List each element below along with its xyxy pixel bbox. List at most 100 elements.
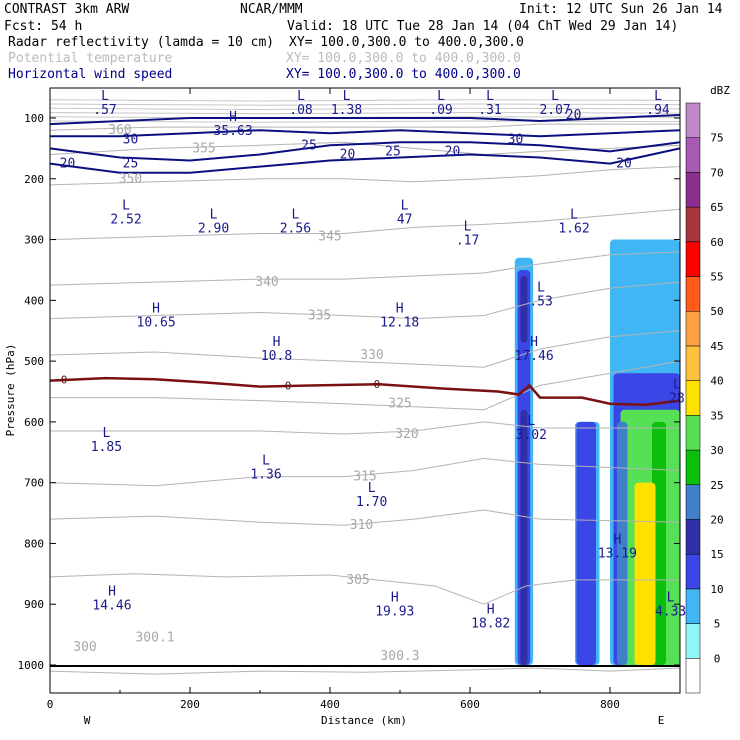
extremum-kind: L <box>437 89 445 104</box>
extremum-kind: H <box>613 533 621 548</box>
theta-contour-line <box>49 509 681 526</box>
extremum-label: L.08 <box>289 89 312 118</box>
extremum-value: 14.46 <box>92 598 131 613</box>
theta-contour-label: 335 <box>308 309 331 324</box>
extremum-kind: H <box>152 302 160 317</box>
x-tick-label: 400 <box>320 698 340 711</box>
extremum-label: L1.70 <box>356 481 387 510</box>
colorbar-level-label: 30 <box>710 444 723 457</box>
theta-contour-line <box>49 208 681 241</box>
extremum-label: L.17 <box>456 220 479 249</box>
header: CONTRAST 3km ARW NCAR/MMM Init: 12 UTC S… <box>4 2 723 82</box>
colorbar-level-label: 50 <box>710 305 723 318</box>
extremum-kind: H <box>229 110 237 125</box>
extremum-kind: L <box>537 280 545 295</box>
extremum-value: 4.33 <box>655 604 686 619</box>
extremum-value: .53 <box>529 294 552 309</box>
theta-contour-line <box>49 123 680 131</box>
extremum-value: 12.18 <box>380 316 419 331</box>
theta-contour-label: 345 <box>318 230 341 245</box>
theta-contour-label: 325 <box>388 397 411 412</box>
y-tick-label: 1000 <box>18 659 45 672</box>
org-label: NCAR/MMM <box>240 2 303 17</box>
colorbar-level-label: 40 <box>710 375 723 388</box>
forecast-hour: Fcst: 54 h <box>4 19 82 34</box>
extremum-value: 2.56 <box>280 221 311 236</box>
theta-contour-label: 340 <box>255 275 278 290</box>
y-tick-label: 100 <box>24 112 44 125</box>
colorbar-swatch <box>685 553 701 590</box>
colorbar-level-label: 10 <box>710 583 723 596</box>
extremum-label: H12.18 <box>380 302 419 331</box>
x-axis-east-label: E <box>658 714 665 727</box>
extremum-label: L2.07 <box>539 89 570 118</box>
theta-contour-line <box>49 281 681 320</box>
extremum-label: L.94 <box>646 89 670 118</box>
extremum-kind: L <box>101 89 109 104</box>
extremum-kind: H <box>530 335 538 350</box>
wind-contour-label: 20 <box>566 108 582 123</box>
plot-frame <box>49 87 681 694</box>
x-tick-label: 600 <box>460 698 480 711</box>
reflectivity-region <box>520 276 528 343</box>
y-tick-label: 300 <box>24 234 44 247</box>
wind-contour-line <box>49 114 681 126</box>
extremum-value: 1.36 <box>250 468 281 483</box>
extremum-kind: L <box>654 89 662 104</box>
theta-contour-label: 315 <box>353 470 376 485</box>
extremum-label: L2.90 <box>198 207 229 236</box>
colorbar-swatch <box>685 658 701 694</box>
extremum-label: L.31 <box>478 89 501 118</box>
colorbar: 0 5 10 15 20 25 30 35 40 45 50 55 60 65 70 75 dBZ <box>685 84 730 694</box>
extremum-value: 18.82 <box>471 616 510 631</box>
extremum-kind: H <box>108 584 116 599</box>
field-xy-reflectivity: XY= 100.0,300.0 to 400.0,300.0 <box>289 35 524 50</box>
colorbar-level-label: 20 <box>710 513 723 526</box>
extremum-value: 10.8 <box>261 349 292 364</box>
extremum-kind: L <box>291 207 299 222</box>
extremum-kind: L <box>368 481 376 496</box>
wind-contour-label: 20 <box>616 157 632 172</box>
field-name-theta: Potential temperature <box>8 51 173 66</box>
field-name-reflectivity: Radar reflectivity (lamda = 10 cm) <box>8 35 274 50</box>
extremum-kind: L <box>486 89 494 104</box>
extremum-value: 1.38 <box>331 103 362 118</box>
extremum-kind: L <box>343 89 351 104</box>
theta-contour-line <box>49 251 681 286</box>
x-tick-label: 200 <box>180 698 200 711</box>
wind-contour-label: 20 <box>445 144 461 159</box>
extremum-value: 28 <box>669 392 685 407</box>
y-tick-label: 500 <box>24 355 44 368</box>
theta-contour-label: 330 <box>360 348 383 363</box>
wind-contour-label: 20 <box>340 147 356 162</box>
extremum-label: L.09 <box>429 89 452 118</box>
theta-contour-line-upper <box>49 103 681 106</box>
zero-contour-label: 0 <box>374 378 381 391</box>
extremum-value: 1.85 <box>91 440 122 455</box>
colorbar-swatch <box>685 206 701 243</box>
extremum-value: 35.63 <box>214 124 253 139</box>
extremum-value: .57 <box>93 103 116 118</box>
extremum-value: .08 <box>289 103 312 118</box>
extremum-label: L2.56 <box>280 207 311 236</box>
theta-contour-label: 300.1 <box>135 631 174 646</box>
theta-contour-line <box>50 421 680 435</box>
extremum-kind: L <box>667 590 675 605</box>
colorbar-swatch <box>685 345 701 381</box>
extremum-label: L28 <box>669 378 685 407</box>
reflectivity-region <box>617 421 628 665</box>
extremum-kind: H <box>396 302 404 317</box>
extremum-value: .94 <box>646 103 670 118</box>
theta-contour-line <box>49 457 681 487</box>
theta-contour-line <box>49 330 681 368</box>
extremum-label: L2.52 <box>110 198 141 227</box>
colorbar-level-label: 60 <box>710 236 723 249</box>
extremum-kind: L <box>122 198 130 213</box>
extremum-value: .09 <box>429 103 452 118</box>
zero-contour-layer: 0 0 0 <box>49 373 681 407</box>
extremum-label: L1.85 <box>91 426 122 455</box>
extremum-label: H17.46 <box>515 335 554 364</box>
colorbar-level-label: 70 <box>710 166 723 179</box>
colorbar-swatch <box>685 623 701 659</box>
colorbar-level-label: 25 <box>710 479 723 492</box>
